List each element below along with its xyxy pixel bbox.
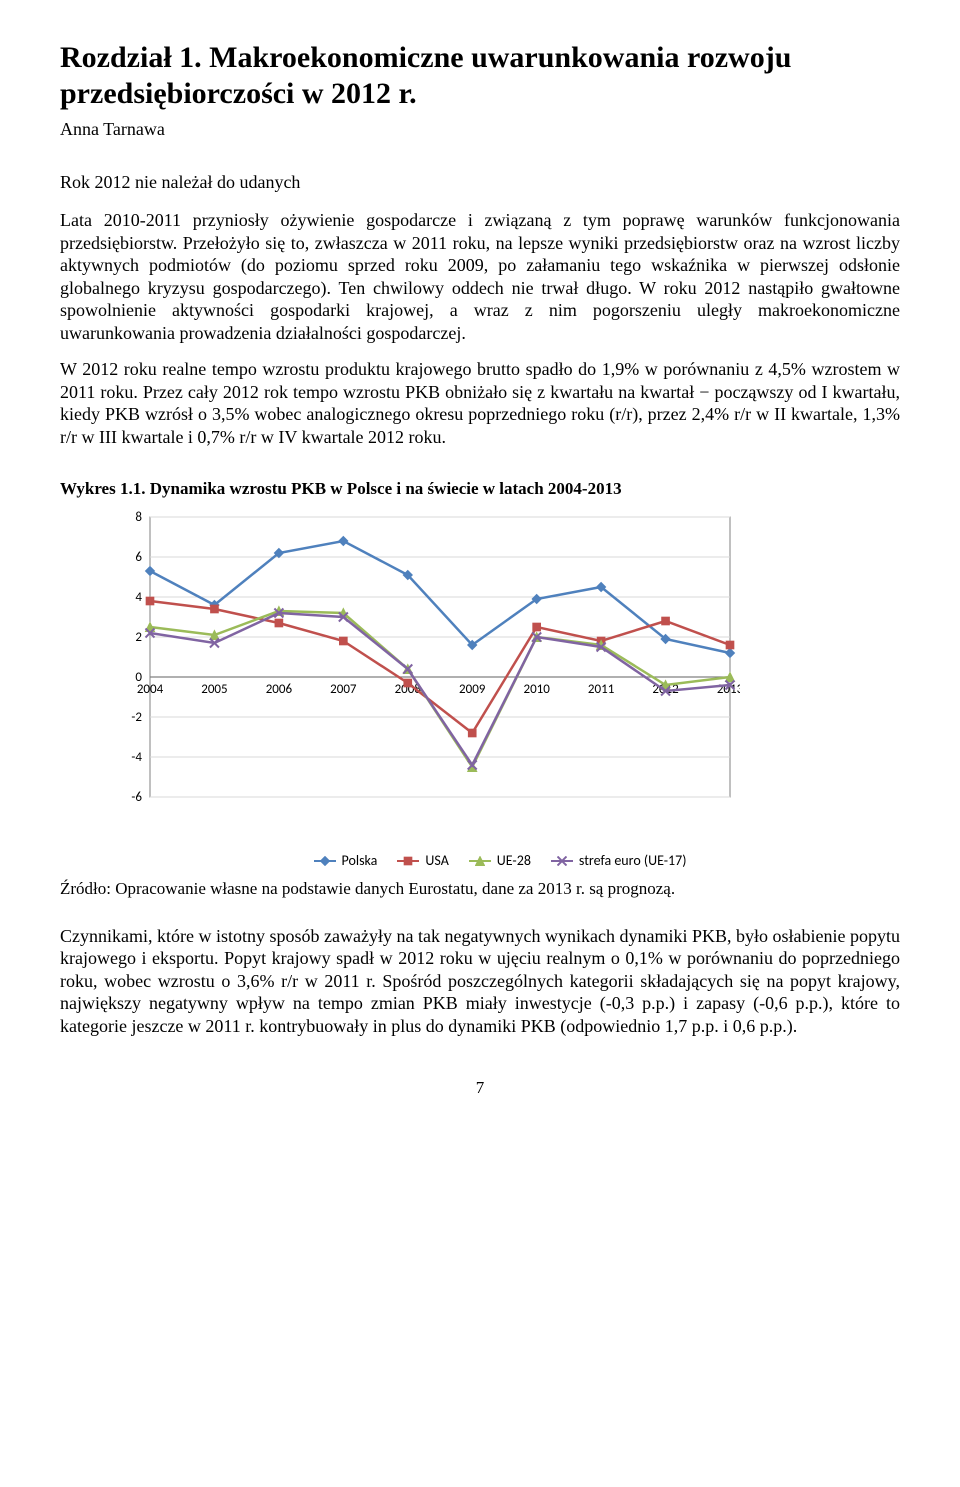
- svg-text:6: 6: [135, 550, 142, 565]
- svg-text:4: 4: [135, 590, 142, 605]
- svg-text:-6: -6: [131, 790, 142, 805]
- legend-label: USA: [425, 852, 448, 870]
- author-name: Anna Tarnawa: [60, 118, 900, 141]
- chapter-title: Rozdział 1. Makroekonomiczne uwarunkowan…: [60, 40, 900, 112]
- figure-source: Źródło: Opracowanie własne na podstawie …: [60, 878, 900, 899]
- svg-text:2004: 2004: [137, 682, 164, 697]
- paragraph: W 2012 roku realne tempo wzrostu produkt…: [60, 358, 900, 448]
- page-number: 7: [60, 1077, 900, 1098]
- chart-legend: Polska USA UE-28 strefa euro (UE-17): [100, 849, 900, 870]
- paragraph: Lata 2010-2011 przyniosły ożywienie gosp…: [60, 209, 900, 344]
- legend-item: Polska: [314, 852, 378, 870]
- legend-item: USA: [397, 852, 448, 870]
- svg-text:2010: 2010: [523, 682, 550, 697]
- legend-label: Polska: [342, 852, 378, 870]
- legend-item: UE-28: [469, 852, 531, 870]
- svg-text:-2: -2: [131, 710, 142, 725]
- svg-text:2006: 2006: [266, 682, 293, 697]
- svg-text:8: 8: [135, 510, 142, 525]
- svg-text:2005: 2005: [201, 682, 227, 697]
- svg-text:2: 2: [135, 630, 142, 645]
- legend-label: UE-28: [497, 852, 531, 870]
- svg-text:-4: -4: [131, 750, 142, 765]
- svg-text:2007: 2007: [330, 682, 357, 697]
- paragraph: Czynnikami, które w istotny sposób zaważ…: [60, 925, 900, 1038]
- legend-item: strefa euro (UE-17): [551, 852, 687, 870]
- chart-svg: -6-4-20246820042005200620072008200920102…: [100, 507, 740, 837]
- svg-text:2011: 2011: [588, 682, 614, 697]
- gdp-chart: -6-4-20246820042005200620072008200920102…: [100, 507, 900, 869]
- section-subhead: Rok 2012 nie należał do udanych: [60, 171, 900, 194]
- svg-text:2009: 2009: [459, 682, 486, 697]
- legend-label: strefa euro (UE-17): [579, 852, 687, 870]
- figure-caption: Wykres 1.1. Dynamika wzrostu PKB w Polsc…: [60, 478, 900, 499]
